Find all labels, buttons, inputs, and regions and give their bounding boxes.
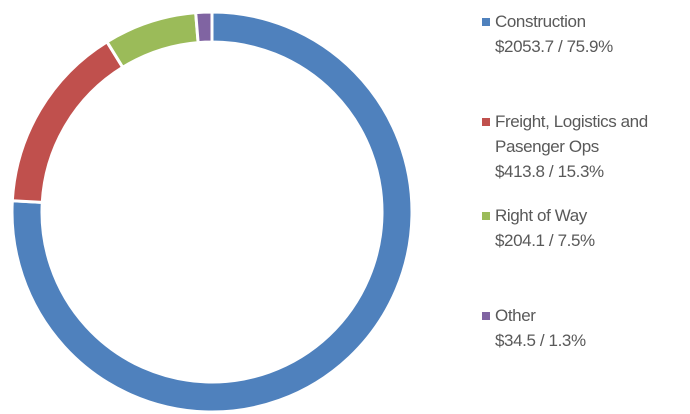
legend-value: $204.1 / 7.5% [495, 231, 595, 250]
legend-item: Right of Way $204.1 / 7.5% [476, 203, 690, 253]
legend-swatch [482, 312, 490, 320]
legend-value: $413.8 / 15.3% [495, 162, 604, 181]
legend-swatch [482, 118, 490, 126]
donut [10, 10, 414, 414]
legend-label: Freight, Logistics and Pasenger Ops [495, 112, 648, 156]
donut-slice [194, 10, 214, 45]
legend-swatch [482, 212, 490, 220]
legend-value: $34.5 / 1.3% [495, 331, 586, 350]
legend-item: Construction $2053.7 / 75.9% [476, 9, 690, 59]
donut-slice [10, 39, 125, 204]
legend-item: Freight, Logistics and Pasenger Ops $413.… [476, 109, 690, 184]
legend-label: Other [495, 306, 536, 325]
legend-swatch [482, 18, 490, 26]
donut-slice [10, 10, 414, 414]
legend-label: Construction [495, 12, 586, 31]
legend-label: Right of Way [495, 206, 587, 225]
donut-slice [104, 11, 200, 70]
legend-item: Other $34.5 / 1.3% [476, 303, 690, 353]
legend-value: $2053.7 / 75.9% [495, 37, 613, 56]
